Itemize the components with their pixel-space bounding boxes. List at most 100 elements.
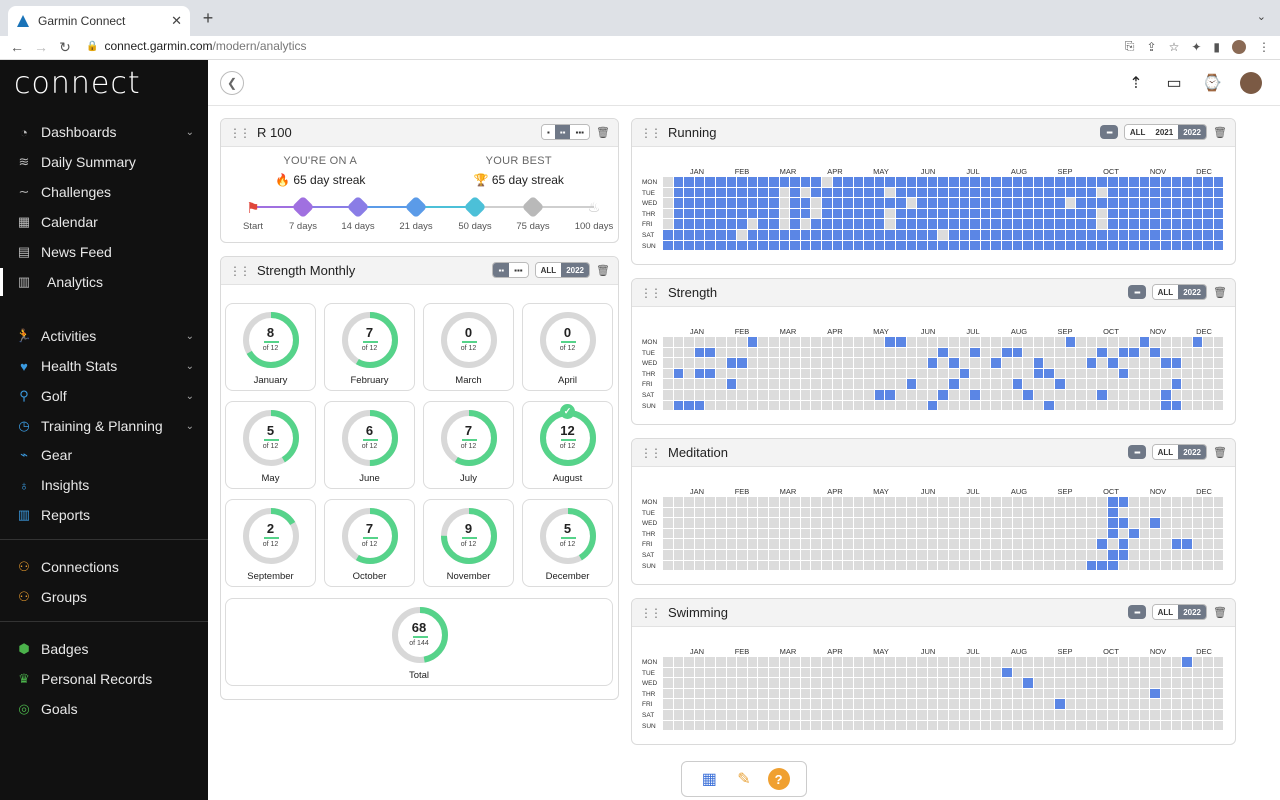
heatmap-day-cell[interactable] <box>864 549 874 560</box>
heatmap-day-cell[interactable] <box>885 560 896 571</box>
heatmap-day-cell[interactable] <box>1118 187 1129 198</box>
heatmap-day-cell[interactable] <box>970 497 980 507</box>
heatmap-day-cell[interactable] <box>768 560 779 571</box>
heatmap-day-cell[interactable] <box>1065 720 1076 731</box>
heatmap-day-cell[interactable] <box>1213 497 1224 507</box>
heatmap-day-cell[interactable] <box>1182 539 1192 549</box>
heatmap-day-cell[interactable] <box>874 358 885 368</box>
heatmap-day-cell[interactable] <box>1097 678 1107 688</box>
heatmap-day-cell[interactable] <box>1054 678 1065 688</box>
heatmap-day-cell[interactable] <box>737 539 747 549</box>
heatmap-day-cell[interactable] <box>790 347 800 358</box>
heatmap-day-cell[interactable] <box>991 539 1001 549</box>
heatmap-day-cell[interactable] <box>917 699 927 709</box>
heatmap-day-cell[interactable] <box>1107 208 1118 219</box>
heatmap-day-cell[interactable] <box>673 688 684 699</box>
heatmap-day-cell[interactable] <box>1139 657 1150 667</box>
heatmap-day-cell[interactable] <box>864 678 874 688</box>
heatmap-day-cell[interactable] <box>1192 400 1203 411</box>
heatmap-day-cell[interactable] <box>927 240 938 251</box>
heatmap-day-cell[interactable] <box>959 497 970 507</box>
heatmap-day-cell[interactable] <box>1150 358 1160 368</box>
heatmap-day-cell[interactable] <box>853 688 864 699</box>
heatmap-day-cell[interactable] <box>885 709 896 720</box>
heatmap-day-cell[interactable] <box>1044 337 1054 347</box>
size-medium-button[interactable]: ▪▪ <box>493 263 510 277</box>
heatmap-day-cell[interactable] <box>1065 699 1076 709</box>
heatmap-day-cell[interactable] <box>938 347 949 358</box>
heatmap-day-cell[interactable] <box>800 528 811 539</box>
heatmap-day-cell[interactable] <box>1150 560 1160 571</box>
heatmap-day-cell[interactable] <box>1171 699 1182 709</box>
heatmap-day-cell[interactable] <box>1160 240 1171 251</box>
heatmap-day-cell[interactable] <box>959 198 970 208</box>
heatmap-day-cell[interactable] <box>949 678 959 688</box>
size-large-button[interactable]: ▪▪▪ <box>1128 605 1146 619</box>
heatmap-day-cell[interactable] <box>821 688 832 699</box>
heatmap-day-cell[interactable] <box>1065 368 1076 379</box>
heatmap-day-cell[interactable] <box>663 549 673 560</box>
collapse-back-button[interactable]: ❮ <box>220 71 244 95</box>
heatmap-day-cell[interactable] <box>991 497 1001 507</box>
heatmap-day-cell[interactable] <box>1012 699 1023 709</box>
heatmap-day-cell[interactable] <box>715 709 726 720</box>
heatmap-day-cell[interactable] <box>1065 667 1076 678</box>
heatmap-day-cell[interactable] <box>1213 507 1224 518</box>
heatmap-day-cell[interactable] <box>917 497 927 507</box>
heatmap-day-cell[interactable] <box>853 219 864 229</box>
heatmap-day-cell[interactable] <box>768 678 779 688</box>
heatmap-day-cell[interactable] <box>1192 528 1203 539</box>
heatmap-day-cell[interactable] <box>906 699 917 709</box>
heatmap-day-cell[interactable] <box>811 549 821 560</box>
heatmap-day-cell[interactable] <box>705 720 715 731</box>
heatmap-day-cell[interactable] <box>1054 219 1065 229</box>
heatmap-day-cell[interactable] <box>779 539 790 549</box>
heatmap-day-cell[interactable] <box>1213 678 1224 688</box>
heatmap-day-cell[interactable] <box>705 379 715 389</box>
heatmap-day-cell[interactable] <box>684 177 694 187</box>
heatmap-day-cell[interactable] <box>1044 709 1054 720</box>
heatmap-day-cell[interactable] <box>811 337 821 347</box>
heatmap-day-cell[interactable] <box>1182 528 1192 539</box>
heatmap-day-cell[interactable] <box>1097 539 1107 549</box>
heatmap-day-cell[interactable] <box>811 177 821 187</box>
heatmap-day-cell[interactable] <box>684 667 694 678</box>
heatmap-day-cell[interactable] <box>949 518 959 528</box>
heatmap-day-cell[interactable] <box>1182 657 1192 667</box>
heatmap-day-cell[interactable] <box>991 699 1001 709</box>
heatmap-day-cell[interactable] <box>885 518 896 528</box>
heatmap-day-cell[interactable] <box>1044 229 1054 240</box>
heatmap-day-cell[interactable] <box>1033 208 1044 219</box>
sidebar-item-gear[interactable]: ⌁ Gear <box>0 441 208 469</box>
heatmap-day-cell[interactable] <box>1160 368 1171 379</box>
heatmap-day-cell[interactable] <box>853 657 864 667</box>
heatmap-day-cell[interactable] <box>768 400 779 411</box>
heatmap-day-cell[interactable] <box>1076 358 1086 368</box>
heatmap-day-cell[interactable] <box>864 560 874 571</box>
heatmap-day-cell[interactable] <box>758 177 768 187</box>
heatmap-day-cell[interactable] <box>959 688 970 699</box>
heatmap-day-cell[interactable] <box>1139 688 1150 699</box>
heatmap-day-cell[interactable] <box>917 657 927 667</box>
heatmap-day-cell[interactable] <box>1160 208 1171 219</box>
heatmap-day-cell[interactable] <box>1033 358 1044 368</box>
heatmap-day-cell[interactable] <box>991 688 1001 699</box>
heatmap-day-cell[interactable] <box>758 368 768 379</box>
heatmap-day-cell[interactable] <box>1213 720 1224 731</box>
heatmap-day-cell[interactable] <box>768 720 779 731</box>
heatmap-day-cell[interactable] <box>874 667 885 678</box>
heatmap-day-cell[interactable] <box>715 657 726 667</box>
drag-handle-icon[interactable]: ⋮⋮ <box>640 605 662 620</box>
heatmap-day-cell[interactable] <box>1182 560 1192 571</box>
heatmap-day-cell[interactable] <box>938 720 949 731</box>
heatmap-day-cell[interactable] <box>1023 667 1033 678</box>
heatmap-day-cell[interactable] <box>768 379 779 389</box>
heatmap-day-cell[interactable] <box>684 528 694 539</box>
heatmap-day-cell[interactable] <box>1054 400 1065 411</box>
heatmap-day-cell[interactable] <box>1129 347 1139 358</box>
heatmap-day-cell[interactable] <box>726 549 737 560</box>
heatmap-day-cell[interactable] <box>663 368 673 379</box>
heatmap-day-cell[interactable] <box>991 400 1001 411</box>
heatmap-day-cell[interactable] <box>874 379 885 389</box>
heatmap-day-cell[interactable] <box>1203 518 1213 528</box>
